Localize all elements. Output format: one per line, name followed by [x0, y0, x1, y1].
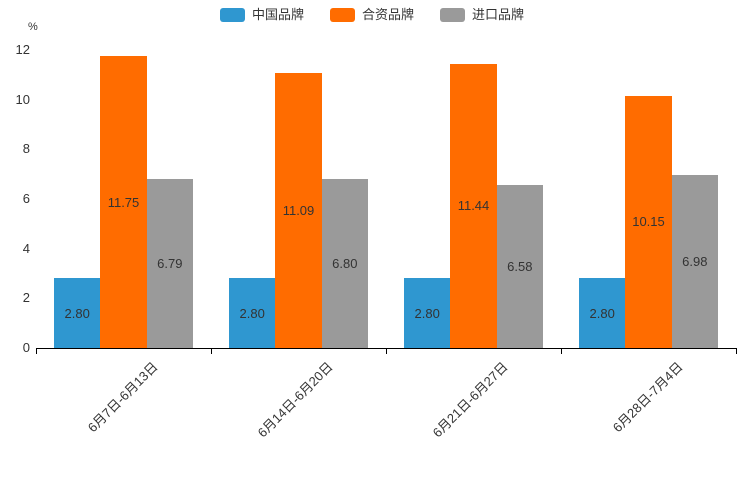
bar-import-brands-2: 6.58 — [496, 184, 543, 348]
legend-label: 进口品牌 — [472, 7, 525, 22]
legend-item-china-brands[interactable]: 中国品牌 — [219, 7, 304, 22]
y-axis-unit-label: % — [28, 21, 38, 33]
bar-value-label: 10.15 — [632, 214, 665, 230]
bar-value-label: 2.80 — [239, 305, 265, 321]
legend-swatch-icon — [329, 8, 355, 22]
bar-value-label: 11.44 — [457, 198, 490, 214]
bar-value-label: 6.79 — [157, 256, 183, 272]
bar-joint-venture-brands-1: 11.09 — [275, 72, 322, 348]
x-axis-tick — [386, 348, 387, 354]
bar-value-label: 6.98 — [682, 253, 708, 269]
y-axis-tick-label: 0 — [22, 340, 30, 355]
bar-import-brands-1: 6.80 — [321, 179, 368, 348]
bar-value-label: 2.80 — [64, 305, 90, 321]
bar-value-label: 2.80 — [589, 305, 615, 321]
y-axis-tick-label: 6 — [22, 191, 30, 206]
bar-china-brands-0: 2.80 — [54, 278, 101, 348]
legend-label: 合资品牌 — [361, 7, 414, 22]
y-axis-tick-label: 4 — [22, 240, 30, 256]
x-axis-tick — [561, 348, 562, 354]
bar-value-label: 2.80 — [414, 305, 440, 321]
bar-value-label: 11.75 — [107, 194, 140, 210]
bar-import-brands-0: 6.79 — [146, 179, 193, 348]
bar-china-brands-2: 2.80 — [404, 278, 451, 348]
bar-joint-venture-brands-2: 11.44 — [450, 63, 497, 348]
x-axis-tick — [736, 348, 737, 354]
bar-china-brands-3: 2.80 — [579, 278, 626, 348]
x-axis-category-label: 6月28日-7月4日 — [609, 359, 686, 436]
y-axis-tick-label: 12 — [15, 42, 30, 57]
bar-value-label: 11.09 — [282, 202, 315, 218]
x-axis-category-label: 6月7日-6月13日 — [84, 359, 161, 436]
legend-item-import-brands[interactable]: 进口品牌 — [440, 8, 524, 22]
bar-import-brands-3: 6.98 — [671, 174, 718, 348]
x-axis-tick — [36, 348, 37, 354]
y-axis-tick-label: 2 — [22, 290, 30, 306]
x-axis-category-label: 6月21日-6月27日 — [429, 359, 511, 441]
bar-value-label: 6.58 — [507, 258, 533, 274]
bar-value-label: 6.80 — [332, 256, 358, 272]
legend-item-joint-venture-brands[interactable]: 合资品牌 — [329, 7, 414, 22]
legend-label: 中国品牌 — [251, 7, 304, 22]
x-axis-tick — [211, 348, 212, 354]
legend-swatch-icon — [440, 8, 465, 22]
legend-swatch-icon — [219, 8, 245, 22]
bar-china-brands-1: 2.80 — [229, 278, 276, 348]
bar-joint-venture-brands-0: 11.75 — [100, 56, 147, 348]
y-axis-tick-label: 8 — [22, 141, 30, 157]
x-axis-category-label: 6月14日-6月20日 — [254, 359, 336, 441]
chart-legend: 中国品牌 合资品牌 进口品牌 — [0, 8, 744, 22]
y-axis-tick-label: 10 — [15, 91, 30, 107]
bar-joint-venture-brands-3: 10.15 — [625, 95, 672, 348]
